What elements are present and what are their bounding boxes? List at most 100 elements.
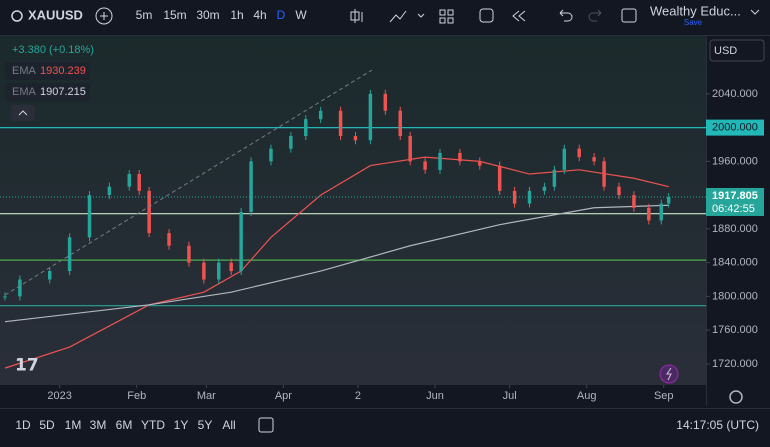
trend-line <box>4 69 373 296</box>
range-button[interactable]: 6M <box>116 418 133 432</box>
y-tick-label: 1960.000 <box>712 155 758 167</box>
candle <box>562 148 567 170</box>
y-tick-label: 1880.000 <box>712 223 758 235</box>
clock[interactable]: 14:17:05 (UTC) <box>676 418 759 432</box>
dropdown[interactable] <box>750 9 760 15</box>
undo-button[interactable] <box>559 9 573 22</box>
range-button[interactable]: 3M <box>90 418 107 432</box>
lightning-icon <box>666 367 672 381</box>
level-label: 2000.000 <box>712 122 758 134</box>
x-tick-label: Mar <box>197 390 216 402</box>
compare-button[interactable] <box>95 7 113 25</box>
candle <box>239 211 243 272</box>
candle <box>147 190 151 234</box>
candle <box>338 110 343 137</box>
search-icon[interactable] <box>11 10 23 22</box>
chevron <box>18 110 28 116</box>
interval[interactable]: 4h <box>253 8 266 22</box>
x-tick-label: Jun <box>426 390 444 402</box>
candle <box>137 174 141 191</box>
candle <box>423 161 427 170</box>
candle <box>383 93 388 111</box>
legend-box <box>5 62 90 80</box>
chart-type-button[interactable] <box>350 9 363 23</box>
candle <box>217 262 221 280</box>
candle <box>398 110 402 137</box>
interval[interactable]: W <box>295 8 307 22</box>
candle <box>512 190 517 204</box>
range-button[interactable]: 1D <box>15 418 31 432</box>
intervals: 5m 15m 30m 1h 4h D W <box>136 8 308 22</box>
candle <box>497 165 502 191</box>
account-name[interactable]: Wealthy Educ... <box>650 3 741 18</box>
last-price: 1917.805 <box>712 190 758 202</box>
x-tick-label: Aug <box>577 390 597 402</box>
interval[interactable]: 1h <box>230 8 243 22</box>
layout-icon[interactable] <box>621 8 637 23</box>
x-tick-label: 2023 <box>47 390 71 402</box>
x-tick-label: Apr <box>275 390 292 402</box>
candle <box>438 152 442 170</box>
alert-button[interactable] <box>479 8 494 23</box>
interval[interactable]: 30m <box>196 8 219 22</box>
indicators-button[interactable] <box>389 10 407 23</box>
currency-box[interactable] <box>709 39 765 62</box>
replay-button[interactable] <box>512 10 526 22</box>
candle <box>542 186 547 191</box>
date-range-button[interactable] <box>258 417 274 433</box>
redo-button[interactable] <box>588 9 602 22</box>
legend-name: EMA <box>12 86 37 98</box>
countdown: 06:42:55 <box>712 203 755 215</box>
candle <box>167 233 171 246</box>
candle <box>592 157 596 162</box>
candle <box>304 119 308 137</box>
candle <box>552 169 557 187</box>
candle <box>602 161 606 187</box>
y-tick-label: 1720.000 <box>712 358 758 370</box>
ema-line <box>4 156 669 369</box>
currency[interactable]: USD <box>714 45 737 57</box>
level-tag <box>706 119 764 136</box>
symbol[interactable]: XAUUSD <box>28 7 83 22</box>
x-tick-label: Feb <box>127 390 146 402</box>
candle <box>87 195 92 238</box>
candle <box>229 262 233 272</box>
candle <box>647 207 651 221</box>
candle <box>458 152 462 162</box>
candle <box>249 161 253 212</box>
legend-box <box>5 83 90 101</box>
y-tick-label: 2040.000 <box>712 88 758 100</box>
dropdown[interactable] <box>417 13 425 18</box>
range-button[interactable]: All <box>222 418 235 432</box>
settings-button[interactable] <box>729 390 743 404</box>
range-button[interactable]: YTD <box>141 418 165 432</box>
legend-value: 1930.239 <box>40 65 86 77</box>
range-button[interactable]: 1Y <box>174 418 189 432</box>
save-label[interactable]: Save <box>684 18 703 27</box>
candle <box>127 174 132 187</box>
interval[interactable]: 15m <box>163 8 186 22</box>
ranges: 1D 5D 1M 3M 6M YTD 1Y 5Y All <box>15 418 235 432</box>
interval[interactable]: D <box>277 8 286 22</box>
x-tick-label: Jul <box>503 390 517 402</box>
plot <box>0 89 710 388</box>
collapse-button[interactable] <box>11 105 35 121</box>
candle <box>318 110 323 120</box>
range-button[interactable]: 5D <box>39 418 55 432</box>
range-button[interactable]: 5Y <box>198 418 213 432</box>
candle <box>577 148 581 158</box>
candle <box>408 136 412 162</box>
y-tick-label: 1760.000 <box>712 324 758 336</box>
candle <box>527 190 532 204</box>
legend-name: EMA <box>12 65 37 77</box>
interval[interactable]: 5m <box>136 8 153 22</box>
candle <box>3 296 7 298</box>
candle <box>632 195 636 208</box>
layouts-button[interactable] <box>439 9 454 24</box>
candle <box>67 237 72 272</box>
range-button[interactable]: 1M <box>65 418 82 432</box>
ema-line <box>4 204 669 323</box>
plus-icon <box>100 12 108 20</box>
